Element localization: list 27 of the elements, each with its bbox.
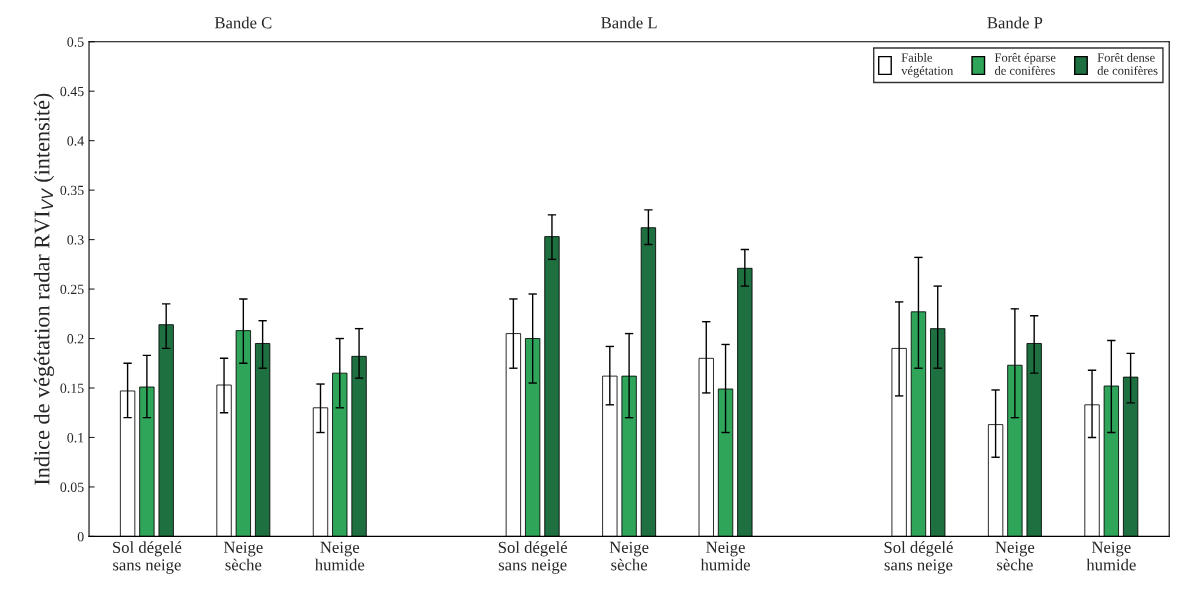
text: Bande P [987,16,1043,29]
y-tick-label: 0.15 [60,383,84,394]
x-tick-label: Neige sèche [223,541,263,571]
x-tick-label: Neige sèche [995,541,1035,571]
y-tick-label: 0.45 [60,86,84,97]
x-tick-label: Sol dégelé sans neige [498,541,568,574]
text: Bande L [601,16,657,29]
y-tick-label: 0.35 [60,185,84,196]
y-tick-label: 0.2 [67,334,84,344]
legend-label: Faible végétation [901,52,954,78]
x-tick-label: Neige humide [1086,541,1136,571]
y-axis-title: Indice de végétation radar RVI$_{VV}$ (intensité) [33,93,55,485]
x-tick-label: Neige humide [700,541,750,571]
y-tick-label: 0.25 [60,284,84,295]
text: Bande C [214,16,272,29]
y-tick-label: 0.1 [67,433,84,443]
x-tick-label: Neige sèche [609,541,649,571]
x-tick-label: Sol dégelé sans neige [113,541,182,574]
y-tick-label: 0.3 [67,235,84,245]
x-tick-label: Neige humide [314,541,365,571]
legend-label: Forêt dense de conifères [1097,52,1158,75]
y-tick-label: 0.5 [67,37,84,47]
y-tick-label: 0 [77,531,84,542]
x-tick-label: Sol dégelé sans neige [884,541,953,574]
y-tick-label: 0.05 [60,482,84,492]
legend-label: Forêt éparse de conifères [994,52,1056,75]
y-tick-label: 0.4 [67,136,84,146]
